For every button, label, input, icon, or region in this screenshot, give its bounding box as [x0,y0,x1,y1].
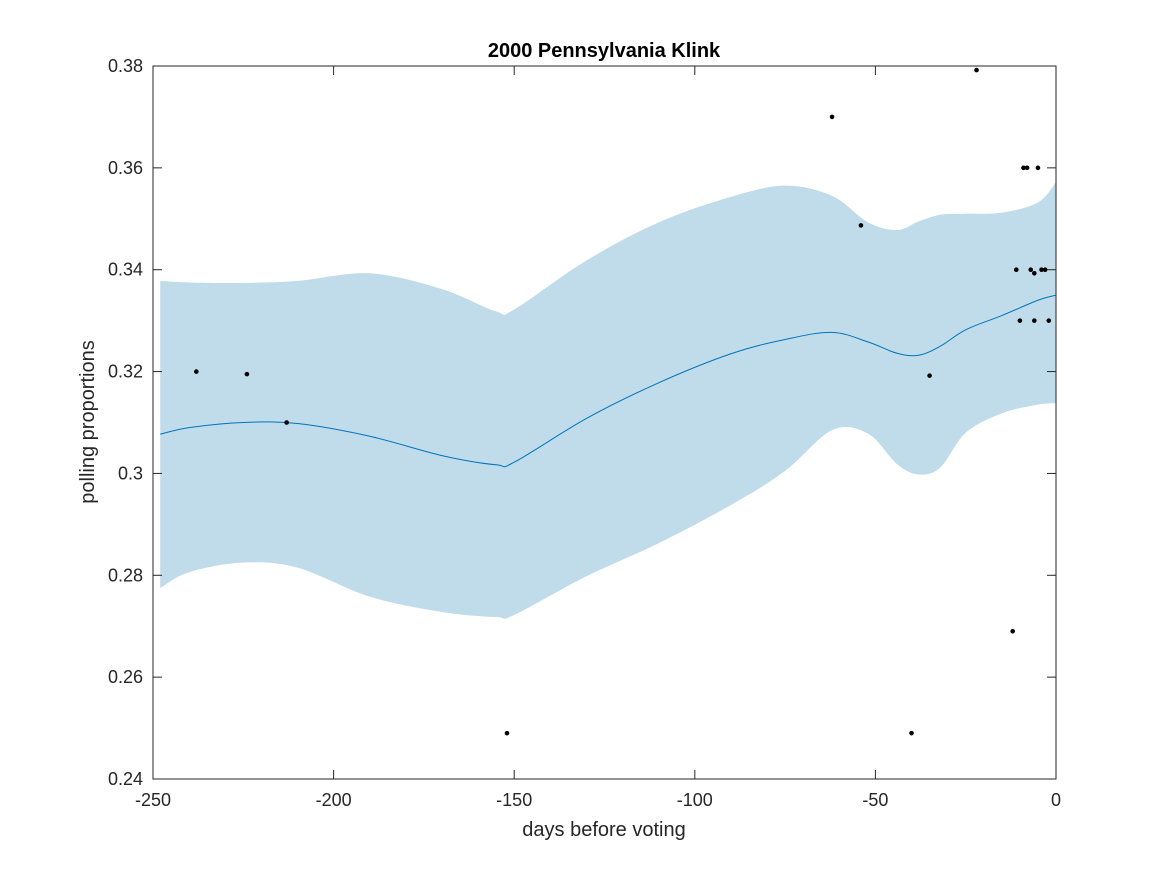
confidence-band [160,182,1057,619]
data-point [244,371,250,377]
data-point [1046,318,1052,323]
y-tick-label: 0.28 [108,565,143,585]
y-tick-label: 0.3 [118,463,143,483]
data-point [1017,318,1023,323]
x-tick-label: -100 [677,790,713,810]
data-point [1042,267,1048,273]
confidence-band-layer [160,182,1057,619]
x-axis-label: days before voting [522,819,685,841]
data-point [284,420,289,425]
data-point [1032,318,1037,323]
mean-line [160,294,1057,468]
x-tick-label: 0 [1051,790,1061,810]
data-point [1039,267,1044,273]
data-point [974,67,979,73]
y-axis-label: polling proportions [77,340,99,503]
data-point [1021,165,1026,171]
data-point [858,223,864,228]
data-point [1035,165,1041,171]
y-tick-label: 0.34 [108,260,143,280]
data-point [1028,267,1034,273]
x-tick-labels: -250 -200 -150 -100 -50 0 [135,790,1061,810]
x-tick-label: -50 [862,790,888,810]
y-tick-label: 0.38 [108,56,143,76]
x-tick-label: -250 [135,790,171,810]
chart-title: 2000 Pennsylvania Klink [488,40,721,62]
data-point [927,373,932,378]
data-points-layer [194,67,1052,736]
data-point [1024,165,1030,171]
ticks-layer [152,65,1057,780]
x-tick-label: -200 [316,790,352,810]
y-tick-label: 0.36 [108,158,143,178]
data-point [504,730,510,736]
plot-frame [152,65,1057,780]
data-point [1013,267,1019,273]
y-tick-label: 0.24 [108,769,143,789]
x-tick-label: -150 [496,790,532,810]
y-tick-labels: 0.24 0.26 0.28 0.3 0.32 0.34 0.36 0.38 [108,56,143,789]
data-point [909,730,914,736]
y-tick-label: 0.32 [108,362,143,382]
data-point [1032,270,1037,276]
data-point [194,369,199,374]
mean-line-layer [160,294,1057,468]
data-point [829,114,835,120]
y-tick-label: 0.26 [108,667,143,687]
data-point [1010,629,1015,634]
